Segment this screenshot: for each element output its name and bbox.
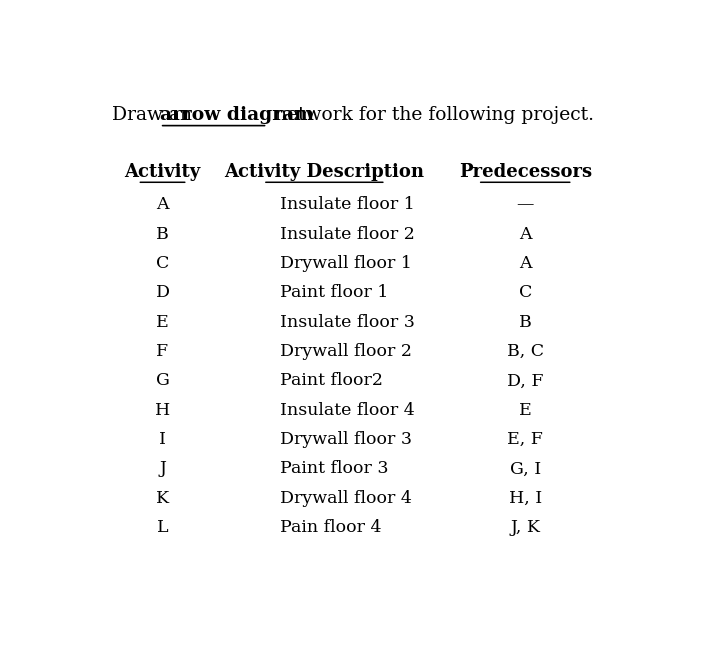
Text: network for the following project.: network for the following project.	[269, 106, 593, 124]
Text: C: C	[518, 284, 532, 301]
Text: Drywall floor 3: Drywall floor 3	[279, 431, 412, 448]
Text: D, F: D, F	[507, 373, 544, 389]
Text: C: C	[156, 255, 169, 272]
Text: G: G	[156, 373, 169, 389]
Text: L: L	[157, 519, 168, 536]
Text: arrow diagram: arrow diagram	[160, 106, 314, 124]
Text: H, I: H, I	[508, 490, 542, 507]
Text: F: F	[156, 343, 168, 360]
Text: A: A	[519, 225, 531, 243]
Text: Predecessors: Predecessors	[459, 163, 592, 181]
Text: E, F: E, F	[508, 431, 543, 448]
Text: Insulate floor 1: Insulate floor 1	[279, 196, 415, 213]
Text: B: B	[156, 225, 169, 243]
Text: D: D	[156, 284, 169, 301]
Text: Insulate floor 3: Insulate floor 3	[279, 314, 415, 330]
Text: Insulate floor 2: Insulate floor 2	[279, 225, 415, 243]
Text: I: I	[159, 431, 166, 448]
Text: A: A	[156, 196, 168, 213]
Text: Pain floor 4: Pain floor 4	[279, 519, 381, 536]
Text: K: K	[156, 490, 169, 507]
Text: G, I: G, I	[510, 460, 541, 478]
Text: H: H	[155, 401, 170, 419]
Text: A: A	[519, 255, 531, 272]
Text: Insulate floor 4: Insulate floor 4	[279, 401, 415, 419]
Text: Paint floor 1: Paint floor 1	[279, 284, 388, 301]
Text: J, K: J, K	[510, 519, 540, 536]
Text: Draw an: Draw an	[112, 106, 198, 124]
Text: E: E	[156, 314, 169, 330]
Text: Paint floor 3: Paint floor 3	[279, 460, 388, 478]
Text: Activity Description: Activity Description	[225, 163, 424, 181]
Text: Activity: Activity	[125, 163, 201, 181]
Text: B: B	[519, 314, 531, 330]
Text: Drywall floor 4: Drywall floor 4	[279, 490, 412, 507]
Text: —: —	[516, 196, 534, 213]
Text: Drywall floor 1: Drywall floor 1	[279, 255, 412, 272]
Text: E: E	[519, 401, 531, 419]
Text: Drywall floor 2: Drywall floor 2	[279, 343, 412, 360]
Text: J: J	[159, 460, 166, 478]
Text: B, C: B, C	[507, 343, 544, 360]
Text: Paint floor2: Paint floor2	[279, 373, 383, 389]
